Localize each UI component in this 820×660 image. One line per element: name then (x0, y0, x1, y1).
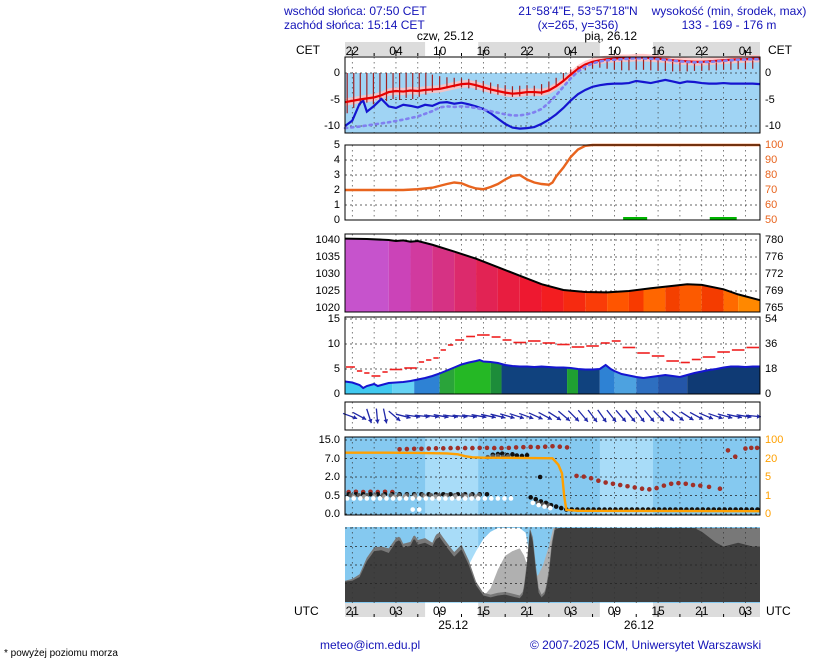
copyright: © 2007-2025 ICM, Uniwersytet Warszawski (530, 638, 762, 652)
axis-tick-label: 1030 (315, 268, 340, 280)
axis-tick-label: 776 (765, 251, 784, 263)
axis-tick-label: 1040 (315, 234, 340, 246)
asl-note: * powyżej poziomu morza (4, 648, 118, 659)
date-label-bottom: 25.12 (438, 618, 469, 632)
axis-tick-label: 1 (333, 199, 340, 211)
axis-tick-label: 100 (765, 139, 784, 151)
time-tick-label: 21 (520, 604, 534, 618)
time-tick-label: 22 (695, 44, 709, 58)
axis-tick-label: 20 (765, 452, 778, 465)
axis-tick-label: 0 (333, 388, 340, 400)
time-tick-label: 22 (345, 44, 359, 58)
axis-tick-label: 0 (333, 67, 340, 79)
axis-tick-label: 5 (333, 363, 340, 375)
time-tick-label: 21 (695, 604, 709, 618)
grid-xy: (x=265, y=356) (537, 18, 619, 32)
axis-tick-label: 18 (765, 363, 778, 375)
axis-tick-label: 70 (765, 184, 778, 196)
axis-tick-label: 772 (765, 268, 784, 280)
time-tick-label: 22 (520, 44, 534, 58)
axis-tick-label: 2.0 (324, 471, 340, 483)
utc-label-right: UTC (766, 604, 791, 618)
axis-tick-label: 5 (333, 139, 340, 151)
axis-tick-label: -10 (324, 120, 340, 132)
axis-tick-label: 1 (765, 489, 772, 502)
time-tick-label: 15 (476, 604, 490, 618)
date-label-bottom: 26.12 (623, 618, 654, 632)
axis-tick-label: 1025 (315, 285, 340, 297)
time-tick-label: 10 (432, 44, 447, 58)
time-tick-label: 04 (738, 44, 753, 58)
axis-tick-label: 36 (765, 338, 778, 350)
contact-email[interactable]: meteo@icm.edu.pl (320, 638, 421, 652)
axis-tick-label: 769 (765, 285, 784, 297)
time-tick-label: 04 (564, 44, 578, 58)
time-tick-label: 09 (607, 604, 622, 618)
axis-tick-label: 0 (333, 214, 340, 226)
coordinates: 21°58'4"E, 53°57'18"N (518, 4, 638, 18)
axis-tick-label: 50 (765, 214, 778, 226)
axis-tick-label: 780 (765, 234, 784, 246)
axis-tick-label: 10 (327, 338, 340, 350)
sunrise-time: wschód słońca: 07:50 CET (284, 4, 427, 18)
altitude-title: wysokość (min, środek, max) (651, 4, 807, 18)
sunset-time: zachód słońca: 15:14 CET (284, 18, 425, 32)
time-tick-label: 04 (389, 44, 403, 58)
axis-tick-label: 90 (765, 154, 778, 166)
axis-tick-label: 100 (765, 434, 784, 446)
axis-tick-label: 15 (327, 313, 340, 325)
axis-tick-label: -5 (765, 93, 775, 106)
utc-label-left: UTC (294, 604, 319, 618)
axis-tick-label: 0.5 (324, 489, 340, 502)
cet-label-right: CET (768, 43, 792, 57)
axis-tick-label: 765 (765, 302, 784, 314)
time-tick-label: 03 (738, 604, 753, 618)
time-tick-label: 16 (476, 44, 490, 58)
axis-tick-label: 0 (765, 388, 772, 400)
axis-tick-label: 5 (765, 471, 772, 483)
axis-tick-label: 54 (765, 313, 778, 325)
axis-tick-label: 1020 (315, 302, 340, 314)
axis-tick-label: 1035 (315, 251, 340, 263)
axis-tick-label: 60 (765, 199, 778, 211)
time-tick-label: 21 (345, 604, 359, 618)
altitude-values: 133 - 169 - 176 m (681, 18, 777, 32)
axis-tick-label: 80 (765, 169, 778, 181)
axis-tick-label: 0 (765, 67, 772, 79)
time-tick-label: 15 (651, 604, 665, 618)
axis-tick-label: 0 (765, 508, 772, 520)
axis-tick-label: -10 (765, 120, 781, 132)
axis-tick-label: 2 (333, 184, 340, 196)
axis-tick-label: -5 (330, 93, 340, 106)
axis-tick-label: 7.0 (324, 452, 340, 465)
time-tick-label: 09 (432, 604, 447, 618)
axis-tick-label: 4 (333, 154, 340, 166)
time-tick-label: 03 (389, 604, 403, 618)
axis-tick-label: 15.0 (318, 434, 340, 446)
date-label-top: czw, 25.12 (416, 29, 474, 43)
axis-tick-label: 0.0 (324, 508, 340, 520)
time-tick-label: 03 (564, 604, 578, 618)
time-tick-label: 10 (607, 44, 622, 58)
date-label-top: pią, 26.12 (584, 29, 638, 43)
time-tick-label: 16 (651, 44, 665, 58)
cet-label-left: CET (296, 43, 320, 57)
axis-tick-label: 3 (333, 169, 340, 181)
